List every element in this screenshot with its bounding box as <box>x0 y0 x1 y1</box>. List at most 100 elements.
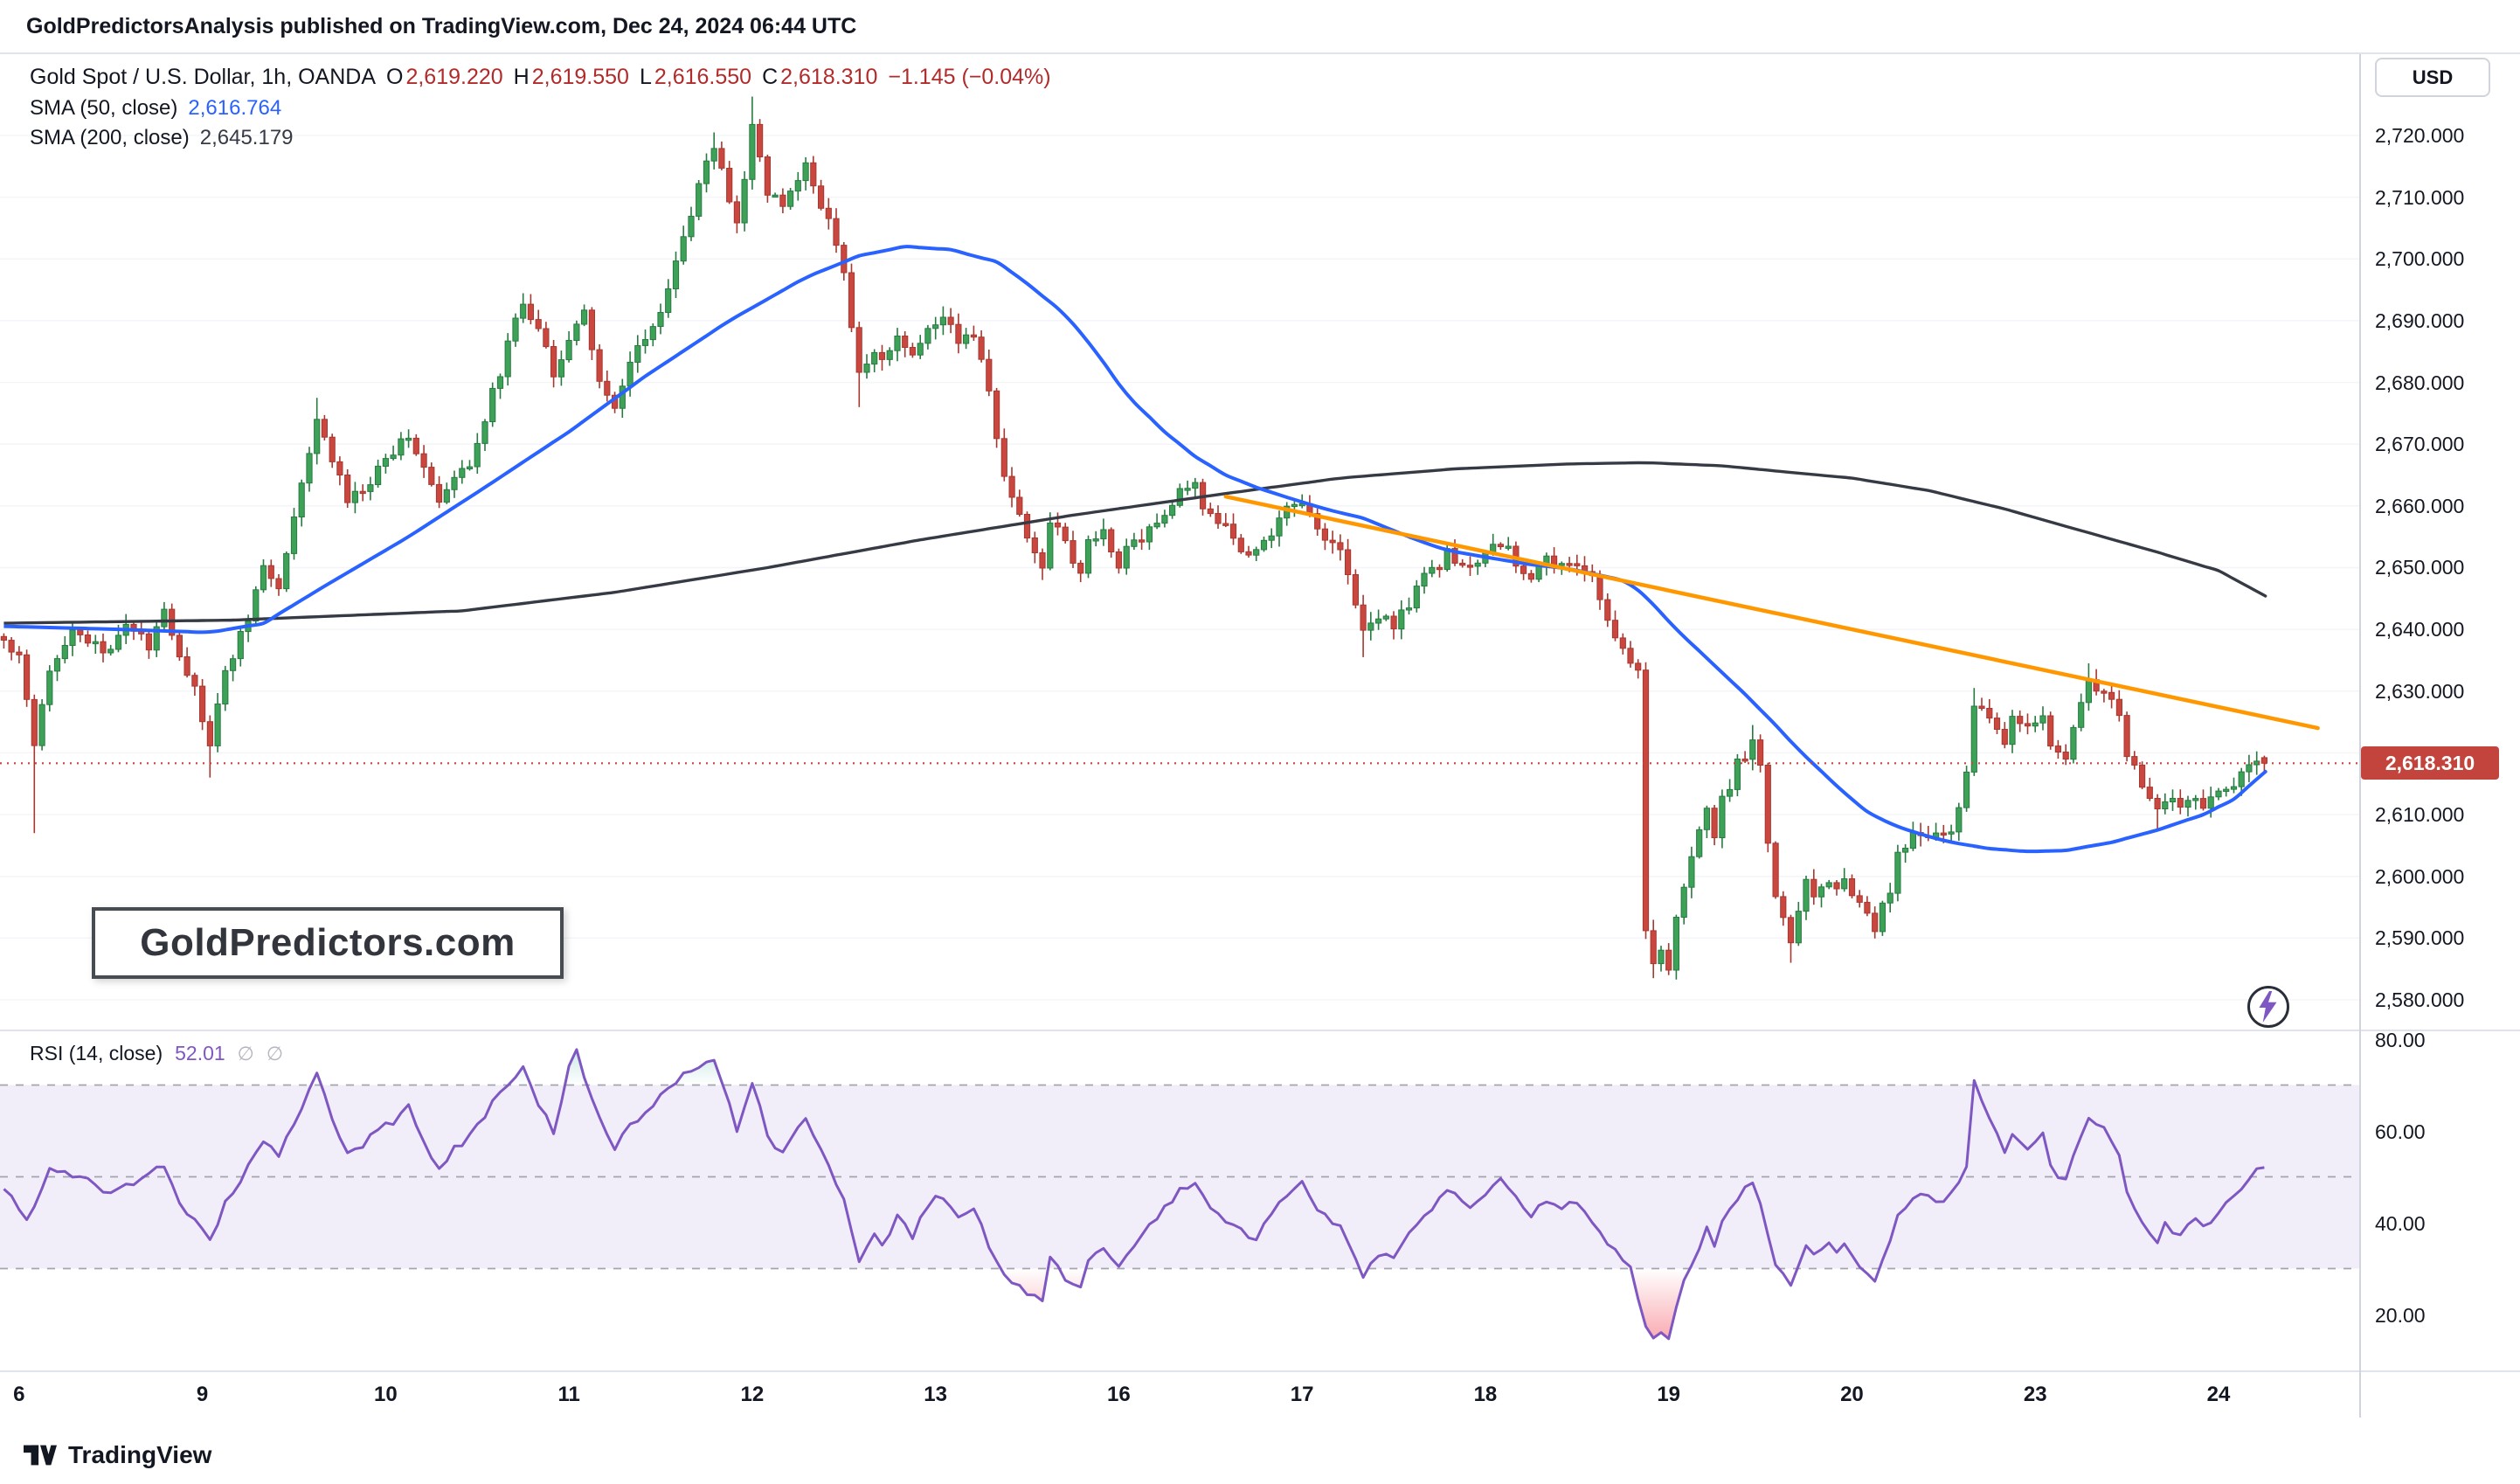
price-axis-label[interactable]: 2,690.000 <box>2375 309 2465 332</box>
candle-down <box>1070 540 1077 564</box>
rsi-smoothing-icon: ∅ <box>266 1042 284 1064</box>
time-axis-label[interactable]: 11 <box>557 1383 580 1406</box>
price-axis-label[interactable]: 2,650.000 <box>2375 556 2465 579</box>
time-axis-label[interactable]: 24 <box>2206 1383 2231 1406</box>
candle-down <box>1650 930 1657 965</box>
sma50-value: 2,616.764 <box>188 96 282 120</box>
price-axis-label[interactable]: 2,670.000 <box>2375 433 2465 456</box>
candle-up <box>1956 807 1963 833</box>
candle-up <box>2169 798 2177 802</box>
candle-down <box>2047 715 2054 747</box>
symbol-legend: Gold Spot / U.S. Dollar, 1h, OANDA O 2,61… <box>30 65 1051 156</box>
price-chart-pane[interactable] <box>0 54 2359 1030</box>
candle-down <box>1337 542 1344 551</box>
candle-down <box>2101 690 2108 694</box>
candle-down <box>825 207 832 219</box>
time-axis-label[interactable]: 23 <box>2023 1383 2047 1406</box>
candle-down <box>1115 551 1123 569</box>
candle-up <box>1153 523 1160 528</box>
candle-up <box>749 123 756 180</box>
candle-down <box>1665 949 1672 971</box>
descending-trendline[interactable] <box>1223 494 2320 731</box>
price-axis-label[interactable]: 2,700.000 <box>2375 247 2465 271</box>
candle-up <box>1169 504 1176 517</box>
price-axis-label[interactable]: 2,640.000 <box>2375 618 2465 641</box>
candle-up <box>489 387 496 422</box>
candle-down <box>1139 539 1146 543</box>
candle-down <box>267 565 274 579</box>
footer-brand: TradingView <box>23 1437 211 1474</box>
candle-up <box>1421 572 1428 587</box>
candle-up <box>1902 848 1909 853</box>
price-axis-label[interactable]: 2,720.000 <box>2375 124 2465 147</box>
time-axis-label[interactable]: 16 <box>1107 1383 1131 1406</box>
candle-up <box>794 180 801 192</box>
candle-down <box>336 461 343 475</box>
candle-up <box>2223 788 2230 792</box>
candle-down <box>855 327 862 373</box>
candle-up <box>443 489 450 503</box>
candle-up <box>1719 795 1726 838</box>
price-axis-label[interactable]: 2,710.000 <box>2375 185 2465 209</box>
candle-up <box>1803 878 1810 912</box>
candle-down <box>1848 878 1856 897</box>
candle-up <box>230 658 237 671</box>
rsi-axis-label[interactable]: 60.00 <box>2375 1120 2426 1143</box>
candle-down <box>275 578 282 590</box>
price-axis-label[interactable]: 2,630.000 <box>2375 679 2465 703</box>
time-axis-label[interactable]: 6 <box>13 1383 25 1406</box>
candle-down <box>978 336 985 360</box>
time-axis-label[interactable]: 19 <box>1657 1383 1681 1406</box>
price-axis-label[interactable]: 2,590.000 <box>2375 926 2465 950</box>
candle-down <box>596 349 603 382</box>
price-axis-label[interactable]: 2,680.000 <box>2375 371 2465 394</box>
candle-down <box>1436 566 1443 571</box>
currency-button[interactable]: USD <box>2375 58 2490 97</box>
candle-down <box>24 654 31 700</box>
candle-up <box>2070 726 2077 760</box>
rsi-pane[interactable] <box>0 1030 2359 1370</box>
candle-down <box>757 123 764 157</box>
price-axis-label[interactable]: 2,660.000 <box>2375 494 2465 517</box>
rsi-axis-label[interactable]: 40.00 <box>2375 1212 2426 1235</box>
time-axis-label[interactable]: 12 <box>740 1383 765 1406</box>
pane-divider[interactable] <box>0 1030 2520 1031</box>
candle-down <box>1551 555 1558 565</box>
candle-up <box>1894 851 1901 894</box>
price-axis-label[interactable]: 2,580.000 <box>2375 988 2465 1011</box>
time-axis-label[interactable]: 10 <box>374 1383 398 1406</box>
candle-up <box>657 312 664 327</box>
candle-down <box>1008 475 1015 498</box>
candle-down <box>1360 604 1367 631</box>
time-axis-label[interactable]: 9 <box>196 1383 209 1406</box>
time-axis-label[interactable]: 13 <box>924 1383 947 1406</box>
sma50-line <box>3 245 2267 854</box>
candle-down <box>955 323 962 344</box>
candle-down <box>1619 637 1626 649</box>
tradingview-logo-icon <box>24 1445 57 1466</box>
candle-up <box>2009 716 2016 745</box>
candle-up <box>772 194 779 198</box>
price-axis-label[interactable]: 2,600.000 <box>2375 864 2465 888</box>
candle-down <box>329 436 336 462</box>
candle-down <box>1711 808 1718 839</box>
time-axis-label[interactable]: 20 <box>1840 1383 1864 1406</box>
candle-up <box>1192 482 1199 489</box>
brand-name: TradingView <box>68 1441 212 1468</box>
time-axis-label[interactable]: 18 <box>1473 1383 1498 1406</box>
candle-up <box>802 162 809 182</box>
candle-down <box>535 319 542 329</box>
candle-up <box>1253 549 1260 556</box>
time-axis-label[interactable]: 17 <box>1290 1383 1314 1406</box>
candle-down <box>2017 716 2024 725</box>
rsi-label: RSI (14, close) <box>30 1042 163 1064</box>
candle-up <box>703 160 710 184</box>
quick-action-button[interactable] <box>2247 986 2289 1028</box>
rsi-axis-label[interactable]: 80.00 <box>2375 1029 2426 1051</box>
price-axis-label[interactable]: 2,610.000 <box>2375 803 2465 827</box>
candle-down <box>1940 832 1947 836</box>
time-axis-divider <box>0 1370 2520 1372</box>
rsi-axis-label[interactable]: 20.00 <box>2375 1304 2426 1327</box>
candle-up <box>1176 488 1183 506</box>
candle-down <box>428 467 435 485</box>
